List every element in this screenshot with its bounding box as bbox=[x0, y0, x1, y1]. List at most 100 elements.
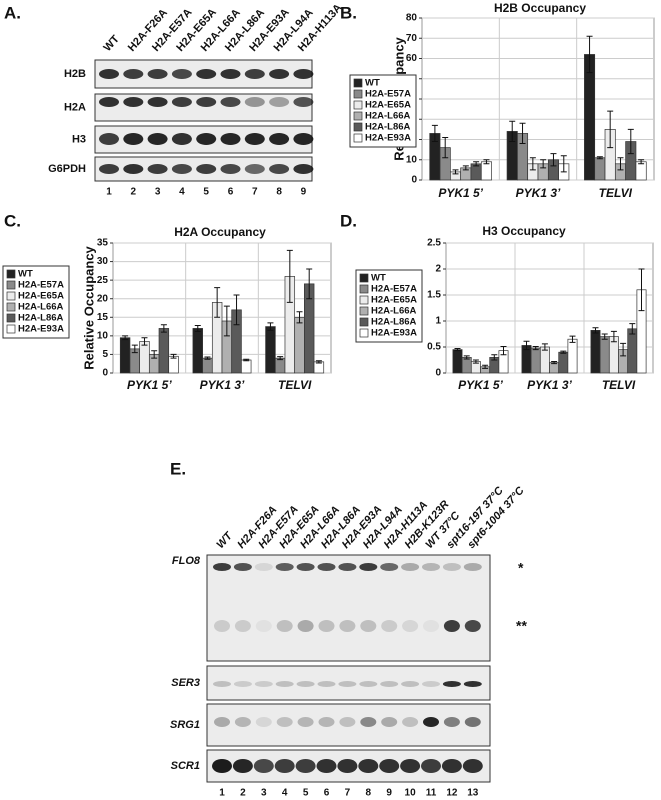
band bbox=[220, 69, 241, 79]
y-tick-label: 60 bbox=[406, 53, 418, 64]
bar bbox=[202, 357, 213, 374]
band bbox=[147, 133, 168, 145]
y-tick-label: 0.5 bbox=[427, 342, 441, 353]
band bbox=[244, 164, 265, 174]
error-bar bbox=[243, 358, 250, 362]
legend-swatch bbox=[6, 269, 16, 279]
legend-label: H2A-L66A bbox=[18, 302, 64, 313]
legend-label: H2A-E93A bbox=[371, 328, 417, 339]
blot bbox=[206, 703, 491, 747]
error-bar bbox=[627, 128, 634, 155]
bar bbox=[168, 355, 179, 374]
legend-label: H2A-L66A bbox=[371, 306, 417, 317]
band bbox=[296, 681, 315, 687]
legend-swatch bbox=[353, 133, 363, 143]
band bbox=[337, 759, 358, 773]
legend-swatch bbox=[359, 273, 369, 283]
band bbox=[123, 97, 144, 107]
bar bbox=[461, 357, 472, 374]
bar bbox=[265, 326, 276, 374]
lane-number: 11 bbox=[426, 788, 437, 799]
error-bar bbox=[638, 268, 645, 312]
x-tick-label: PYK1 5’ bbox=[438, 186, 483, 200]
y-tick-label: 0 bbox=[435, 368, 441, 379]
bar bbox=[241, 359, 252, 374]
y-tick-label: 70 bbox=[406, 33, 418, 44]
error-bar bbox=[540, 159, 547, 169]
lane-number: 10 bbox=[405, 788, 417, 799]
band bbox=[422, 563, 440, 571]
lane-number: 3 bbox=[261, 788, 267, 799]
lane-number: 6 bbox=[228, 187, 234, 198]
band bbox=[213, 681, 231, 687]
x-tick-label: PYK1 5’ bbox=[127, 378, 172, 392]
bar bbox=[584, 54, 596, 181]
lane-number: 2 bbox=[131, 187, 137, 198]
y-tick-label: 30 bbox=[97, 256, 109, 267]
x-tick-label: TELVI bbox=[599, 186, 633, 200]
x-tick-label: PYK1 3’ bbox=[527, 378, 572, 392]
band bbox=[402, 717, 419, 727]
y-tick-label: 2.5 bbox=[427, 238, 441, 249]
band bbox=[99, 97, 119, 107]
bar bbox=[567, 338, 578, 374]
legend-swatch bbox=[359, 306, 369, 316]
row-label: SER3 bbox=[171, 677, 200, 689]
x-tick-label: TELVI bbox=[602, 378, 636, 392]
error-bar bbox=[550, 153, 557, 167]
band bbox=[443, 717, 460, 727]
band bbox=[99, 133, 119, 145]
band bbox=[317, 681, 336, 687]
error-bar bbox=[491, 354, 498, 361]
error-bar bbox=[462, 165, 469, 171]
chart-title: H2B Occupancy bbox=[494, 1, 586, 15]
band bbox=[276, 620, 293, 632]
band bbox=[422, 681, 440, 687]
band bbox=[254, 681, 273, 687]
error-bar bbox=[141, 337, 148, 346]
legend-swatch bbox=[6, 302, 16, 312]
panel-label: B. bbox=[340, 3, 357, 22]
error-bar bbox=[233, 294, 240, 326]
error-bar bbox=[131, 344, 138, 354]
error-bar bbox=[204, 356, 211, 360]
band bbox=[442, 681, 461, 687]
band bbox=[441, 759, 462, 773]
y-tick-label: 80 bbox=[406, 13, 418, 24]
y-tick-label: 1 bbox=[435, 316, 441, 327]
legend-swatch bbox=[359, 284, 369, 294]
legend-swatch bbox=[353, 111, 363, 121]
band bbox=[381, 717, 398, 727]
band bbox=[196, 69, 217, 79]
band bbox=[293, 97, 314, 107]
error-bar bbox=[454, 348, 461, 352]
band bbox=[463, 681, 482, 687]
band bbox=[220, 164, 241, 174]
bar bbox=[558, 351, 569, 374]
legend-swatch bbox=[353, 78, 363, 88]
row-label: FLO8 bbox=[172, 555, 201, 567]
lane-number: 9 bbox=[301, 187, 307, 198]
error-bar bbox=[638, 159, 645, 165]
band bbox=[254, 563, 273, 571]
band bbox=[463, 563, 482, 571]
legend-label: H2A-L86A bbox=[365, 122, 411, 133]
error-bar bbox=[472, 359, 479, 364]
band bbox=[338, 563, 357, 571]
error-bar bbox=[532, 345, 539, 351]
lane-number: 2 bbox=[240, 788, 246, 799]
y-tick-label: 25 bbox=[97, 275, 109, 286]
band bbox=[293, 133, 314, 145]
row-label: SCR1 bbox=[171, 760, 200, 772]
bar bbox=[594, 157, 606, 181]
legend-label: WT bbox=[18, 269, 33, 280]
error-bar bbox=[122, 335, 129, 341]
bar bbox=[599, 336, 610, 374]
lane-number: 3 bbox=[155, 187, 161, 198]
legend-swatch bbox=[6, 324, 16, 334]
y-tick-label: 1.5 bbox=[427, 290, 441, 301]
band bbox=[339, 620, 356, 632]
x-tick-label: TELVI bbox=[278, 378, 312, 392]
